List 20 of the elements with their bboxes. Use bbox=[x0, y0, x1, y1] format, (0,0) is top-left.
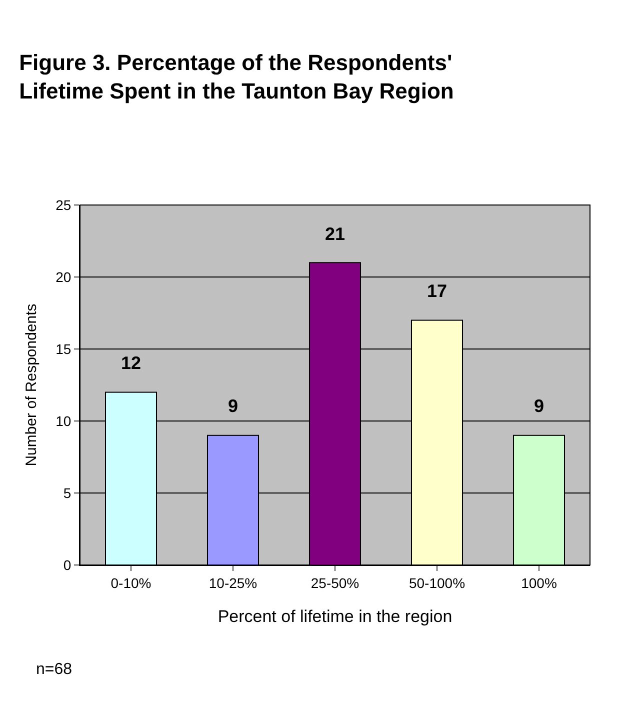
x-tick-label: 10-25% bbox=[208, 574, 258, 591]
x-tick-label: 0-10% bbox=[110, 574, 152, 591]
y-tick-label: 20 bbox=[56, 268, 72, 285]
text: n=68 bbox=[36, 661, 72, 678]
y-tick-label: 10 bbox=[56, 412, 72, 429]
y-axis-title: Number of Respondents bbox=[22, 304, 40, 466]
y-tick-label: 5 bbox=[63, 484, 72, 501]
y-tick-label: 0 bbox=[63, 556, 72, 573]
data-label: 12 bbox=[121, 353, 142, 373]
y-tick-label: 15 bbox=[56, 340, 72, 357]
data-label: 17 bbox=[427, 281, 448, 301]
x-tick-label: 50-100% bbox=[408, 574, 466, 591]
chart-title: Figure 3. Percentage of the Respondents' Lifetime Spent in the Taunton Bay Region bbox=[19, 50, 454, 104]
data-label: 21 bbox=[325, 224, 346, 244]
x-tick-label: 25-50% bbox=[310, 574, 360, 591]
data-label: 9 bbox=[228, 396, 238, 416]
x-axis-title: Percent of lifetime in the region bbox=[218, 607, 452, 626]
data-label: 9 bbox=[534, 396, 544, 416]
x-tick-label: 100% bbox=[521, 574, 557, 591]
y-tick-label: 25 bbox=[56, 196, 72, 213]
